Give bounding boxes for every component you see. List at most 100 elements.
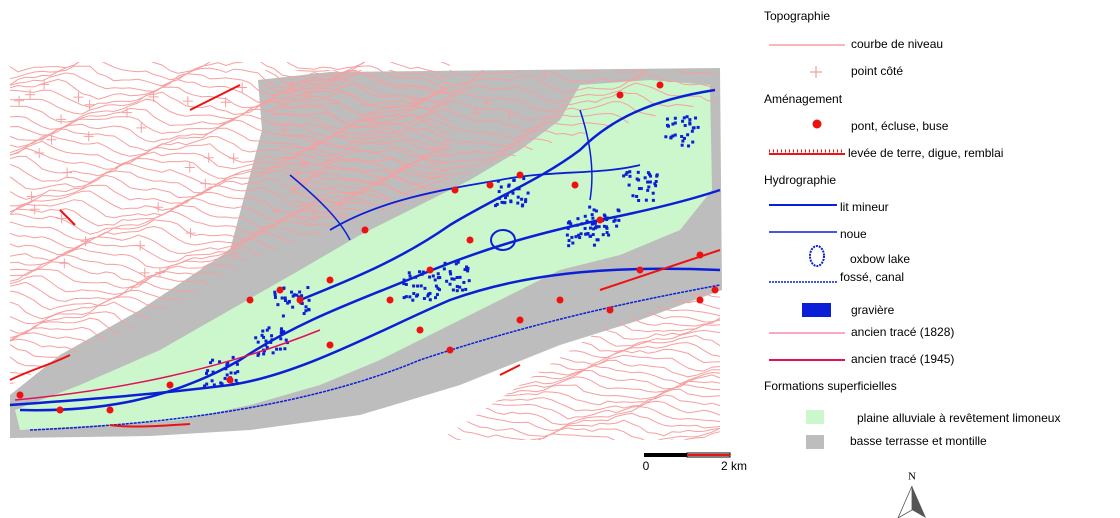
bridge xyxy=(17,392,24,399)
gravel-cell xyxy=(589,235,592,238)
gravel-cell xyxy=(500,185,503,188)
gravel-cell xyxy=(414,276,417,279)
gravel-cell xyxy=(432,274,435,277)
gravel-cell xyxy=(574,235,577,238)
gravel-cell xyxy=(647,186,650,189)
gravel-cell xyxy=(567,244,570,247)
legend-section-title: Formations superficielles xyxy=(764,379,897,393)
scale-segment xyxy=(644,453,687,457)
bridge xyxy=(107,407,114,414)
gravel-cell xyxy=(257,341,260,344)
gravel-cell xyxy=(429,298,432,301)
spot-height xyxy=(153,202,163,212)
gravel-cell xyxy=(674,122,677,125)
gravel-cell xyxy=(617,219,620,222)
legend-item: lit mineur xyxy=(840,200,889,214)
gravel-cell xyxy=(607,234,610,237)
legend-symbol xyxy=(802,303,831,317)
gravel-cell xyxy=(635,195,638,198)
gravel-cell xyxy=(617,209,620,212)
gravel-cell xyxy=(286,302,289,305)
gravel-cell xyxy=(596,238,599,241)
spot-height xyxy=(85,100,95,110)
gravel-cell xyxy=(219,381,222,384)
gravel-cell xyxy=(434,296,437,299)
gravel-cell xyxy=(270,334,273,337)
gravel-cell xyxy=(438,288,441,291)
gravel-cell xyxy=(303,312,306,315)
gravel-cell xyxy=(684,124,687,127)
gravel-cell xyxy=(507,185,510,188)
gravel-cell xyxy=(423,297,426,300)
gravel-cell xyxy=(462,281,465,284)
legend-symbol xyxy=(806,435,824,449)
gravel-cell xyxy=(412,284,415,287)
gravel-cell xyxy=(443,267,446,270)
gravel-cell xyxy=(279,348,282,351)
gravel-cell xyxy=(274,293,277,296)
gravel-cell xyxy=(509,199,512,202)
contour-line xyxy=(440,413,720,430)
north-arrow-right xyxy=(912,486,926,518)
gravel-cell xyxy=(520,198,523,201)
gravel-cell xyxy=(576,217,579,220)
gravel-cell xyxy=(418,270,421,273)
gravel-cell xyxy=(415,295,418,298)
gravel-cell xyxy=(576,224,579,227)
gravel-cell xyxy=(568,239,571,242)
spot-height xyxy=(84,131,94,141)
gravel-cell xyxy=(497,180,500,183)
bridge xyxy=(362,227,369,234)
gravel-cell xyxy=(444,262,447,265)
gravel-cell xyxy=(644,176,647,179)
legend-item: plaine alluviale à revêtement limoneux xyxy=(857,411,1060,425)
gravel-cell xyxy=(631,194,634,197)
legend-symbol xyxy=(813,120,822,129)
gravel-cell xyxy=(428,276,431,279)
legend-section-title: Topographie xyxy=(764,9,830,23)
bridge xyxy=(57,407,64,414)
bridge xyxy=(417,327,424,334)
spot-height xyxy=(56,114,66,124)
spot-height xyxy=(221,97,231,107)
spot-height xyxy=(30,204,40,214)
gravel-cell xyxy=(595,225,598,228)
gravel-cell xyxy=(594,222,597,225)
gravel-cell xyxy=(420,284,423,287)
contour-line xyxy=(440,389,720,407)
gravel-cell xyxy=(272,351,275,354)
gravel-cell xyxy=(681,144,684,147)
gravel-cell xyxy=(403,279,406,282)
gravel-cell xyxy=(674,117,677,120)
scale-label: 2 km xyxy=(721,459,747,473)
gravel-cell xyxy=(205,383,208,386)
gravel-cell xyxy=(291,306,294,309)
gravel-cell xyxy=(591,217,594,220)
legend-item: point côté xyxy=(851,64,903,78)
gravel-cell xyxy=(262,352,265,355)
gravel-cell xyxy=(645,199,648,202)
gravel-cell xyxy=(588,206,591,209)
legend-item: oxbow lake xyxy=(850,252,910,266)
gravel-cell xyxy=(593,208,596,211)
spot-height xyxy=(14,96,24,106)
gravel-cell xyxy=(680,135,683,138)
gravel-cell xyxy=(426,294,429,297)
gravel-cell xyxy=(279,337,282,340)
gravel-cell xyxy=(437,276,440,279)
gravel-cell xyxy=(211,379,214,382)
legend-item: gravière xyxy=(851,303,895,317)
contour-line xyxy=(440,420,720,436)
north-arrow-left xyxy=(898,486,912,518)
bridge xyxy=(427,267,434,274)
gravel-cell xyxy=(308,299,311,302)
gravel-cell xyxy=(270,338,273,341)
gravel-cell xyxy=(646,181,649,184)
gravel-cell xyxy=(518,187,521,190)
gravel-cell xyxy=(584,233,587,236)
gravel-cell xyxy=(280,329,283,332)
gravel-cell xyxy=(269,341,272,344)
contour-line xyxy=(440,425,720,442)
bridge xyxy=(697,297,704,304)
gravel-cell xyxy=(506,194,509,197)
